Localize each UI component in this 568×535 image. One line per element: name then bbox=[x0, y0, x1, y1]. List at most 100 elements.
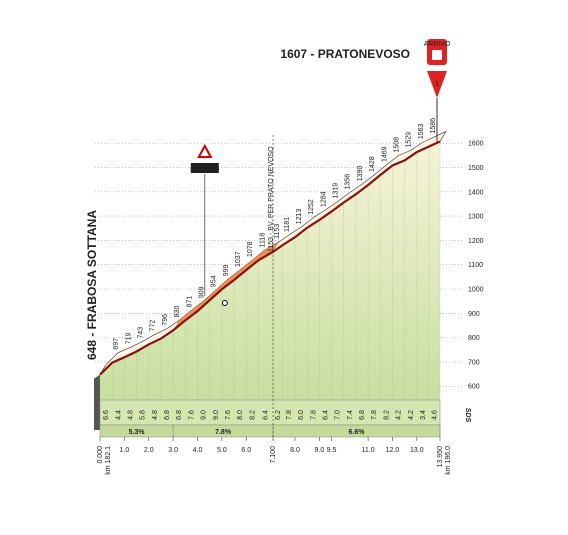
altitude-label: 1037 bbox=[235, 251, 242, 267]
x-tick-label: 0.000 bbox=[97, 446, 104, 464]
gradient-label: 4.2 bbox=[408, 410, 415, 420]
x-tick-label: 2.0 bbox=[144, 447, 154, 454]
gradient-label: 6.4 bbox=[263, 410, 270, 420]
gradient-label: 8.0 bbox=[237, 410, 244, 420]
section-label: 6.6% bbox=[349, 429, 366, 436]
x-tick-label: 9.5 bbox=[327, 447, 337, 454]
start-label: 648 - FRABOSA SOTTANA bbox=[85, 210, 99, 360]
altitude-label: 999 bbox=[223, 264, 230, 276]
x-tick-label: 11.0 bbox=[362, 447, 375, 454]
gradient-label: 4.2 bbox=[396, 410, 403, 420]
chart-title: 1607 - PRATONEVOSO bbox=[280, 47, 410, 61]
x-tick-label: 13.950 bbox=[437, 446, 444, 468]
x-tick-label: 5.0 bbox=[217, 447, 227, 454]
altitude-label: 1078 bbox=[247, 241, 254, 257]
y-tick-label: 700 bbox=[468, 359, 480, 366]
altitude-label: 1284 bbox=[320, 191, 327, 207]
altitude-label: 871 bbox=[186, 296, 193, 308]
start-km: km 182.1 bbox=[105, 446, 112, 475]
altitude-label: 954 bbox=[211, 275, 218, 287]
gradient-label: 4.8 bbox=[127, 410, 134, 420]
gradient-label: 5.8 bbox=[140, 410, 147, 420]
gradient-label: 3.4 bbox=[420, 410, 427, 420]
altitude-label: 1181 bbox=[284, 217, 291, 232]
x-tick-label: 12.0 bbox=[386, 447, 400, 454]
y-tick-label: 1100 bbox=[468, 262, 483, 269]
gradient-label: 7.4 bbox=[347, 410, 354, 420]
gradient-label: 7.0 bbox=[335, 410, 342, 420]
profile-area bbox=[100, 141, 440, 400]
altitude-label: 1153 bbox=[274, 224, 281, 239]
gradient-label: 4.6 bbox=[432, 410, 439, 420]
altitude-label: 1252 bbox=[308, 199, 315, 215]
gradient-label: 4.8 bbox=[152, 410, 159, 420]
altitude-label: 796 bbox=[162, 314, 169, 326]
altitude-label: 1563 bbox=[418, 123, 425, 139]
y-tick-label: 1400 bbox=[468, 189, 484, 196]
gradient-label: 6.8 bbox=[359, 410, 366, 420]
gradient-label: 7.6 bbox=[188, 410, 195, 420]
y-tick-label: 800 bbox=[468, 335, 480, 342]
altitude-label: 1319 bbox=[333, 183, 340, 199]
y-tick-label: 1200 bbox=[468, 238, 484, 245]
junction-label: 1153 - BV. PER PRATO NEVOSO bbox=[268, 146, 275, 252]
gradient-label: 8.2 bbox=[249, 410, 256, 420]
x-tick-label: 8.0 bbox=[290, 447, 300, 454]
x-tick-label: 9.0 bbox=[314, 447, 324, 454]
section-label: 5.3% bbox=[129, 429, 146, 436]
gradient-label: 9.0 bbox=[201, 410, 208, 420]
gradient-label: 6.6 bbox=[103, 410, 110, 420]
altitude-label: 1356 bbox=[345, 174, 352, 190]
altitude-label: 1508 bbox=[393, 137, 400, 153]
profile-side bbox=[94, 374, 100, 430]
altitude-label: 719 bbox=[125, 333, 132, 345]
y-tick-label: 1600 bbox=[468, 141, 484, 148]
altitude-label: 1469 bbox=[381, 146, 388, 162]
y-tick-label: 600 bbox=[468, 384, 480, 391]
finish-sign-label: ARRIVO bbox=[424, 41, 451, 48]
finish-icon bbox=[432, 50, 442, 60]
gradient-label: 4.4 bbox=[115, 410, 122, 420]
altitude-label: 1428 bbox=[369, 156, 376, 172]
x-tick-label: 4.0 bbox=[193, 447, 203, 454]
max-label: max 10% bbox=[190, 166, 219, 173]
y-tick-label: 1500 bbox=[468, 165, 484, 172]
altitude-label: 1390 bbox=[357, 166, 364, 182]
gradient-label: 8.2 bbox=[383, 410, 390, 420]
altitude-label: 1118 bbox=[259, 233, 266, 248]
gradient-label: 6.4 bbox=[322, 410, 329, 420]
altitude-label: 772 bbox=[150, 320, 157, 332]
end-km: km 196.0 bbox=[445, 446, 452, 475]
gradient-label: 6.2 bbox=[275, 410, 282, 420]
altitude-label: 697 bbox=[113, 338, 120, 350]
gradient-label: 7.8 bbox=[310, 410, 317, 420]
x-tick-label: 6.0 bbox=[241, 447, 251, 454]
gradient-strip bbox=[99, 399, 441, 426]
y-tick-label: 1000 bbox=[468, 287, 484, 294]
gradient-label: 6.0 bbox=[298, 410, 305, 420]
altitude-label: 830 bbox=[174, 306, 181, 318]
x-tick-label: 3.0 bbox=[168, 447, 178, 454]
y-tick-label: 1300 bbox=[468, 214, 484, 221]
max-icon bbox=[197, 143, 213, 158]
gradient-label: 7.8 bbox=[371, 410, 378, 420]
x-tick-label: 7.100 bbox=[270, 446, 277, 464]
source: SDS bbox=[464, 408, 471, 423]
altitude-label: 1213 bbox=[296, 209, 303, 225]
altitude-label: 1529 bbox=[406, 132, 413, 148]
gradient-label: 6.8 bbox=[176, 410, 183, 420]
gradient-label: 6.8 bbox=[164, 410, 171, 420]
flag bbox=[427, 71, 447, 98]
altitude-label: 909 bbox=[198, 286, 205, 298]
altitude-label: 1586 bbox=[430, 118, 437, 134]
max-point bbox=[221, 300, 228, 306]
flag-label: 1 bbox=[435, 81, 439, 88]
x-tick-label: 13.0 bbox=[410, 447, 424, 454]
altitude-label: 743 bbox=[138, 327, 145, 339]
gradient-label: 7.8 bbox=[286, 410, 293, 420]
max-box bbox=[190, 163, 219, 173]
section-strip bbox=[99, 424, 441, 438]
section-label: 7.8% bbox=[215, 429, 232, 436]
y-tick-label: 900 bbox=[468, 311, 480, 318]
